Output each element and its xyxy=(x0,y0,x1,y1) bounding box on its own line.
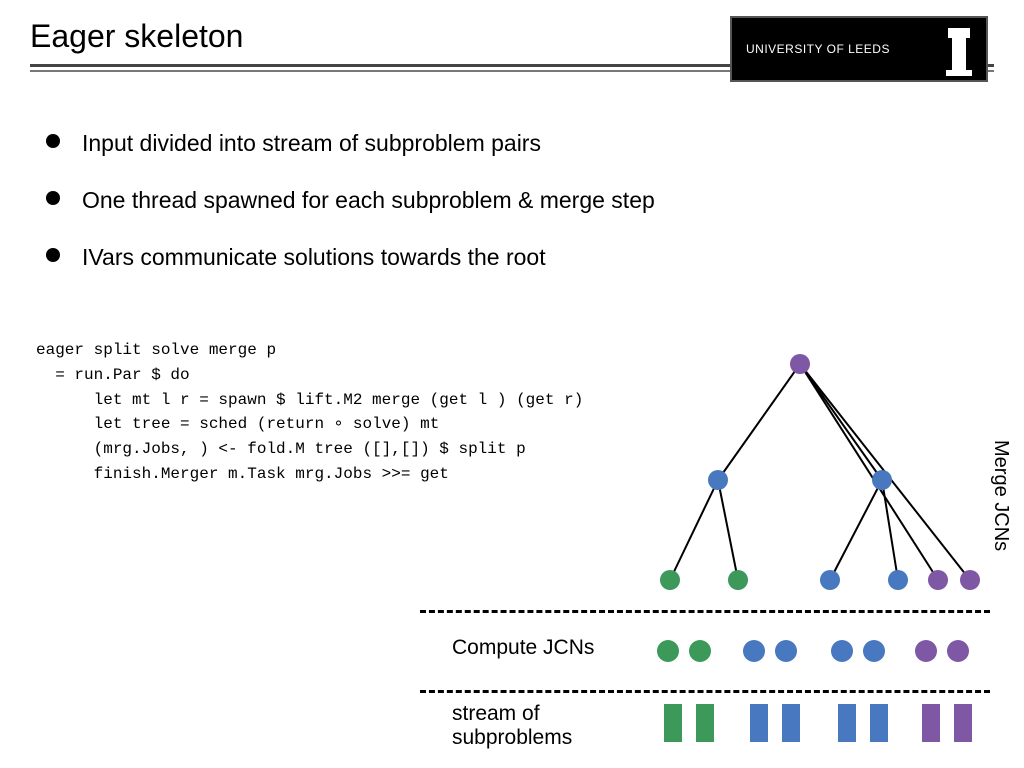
logo-text: UNIVERSITY OF LEEDS xyxy=(746,43,890,55)
code-line: (mrg.Jobs, ) <- fold.M tree ([],[]) $ sp… xyxy=(36,440,526,458)
bullet-item: IVars communicate solutions towards the … xyxy=(46,244,866,271)
subproblem-bar xyxy=(838,704,856,742)
compute-node xyxy=(831,640,853,662)
subproblem-bar xyxy=(750,704,768,742)
merge-jcns-label: Merge JCNs xyxy=(989,440,1012,551)
subproblem-bars xyxy=(634,704,994,748)
bullet-list: Input divided into stream of subproblem … xyxy=(46,130,866,301)
subproblem-bar xyxy=(696,704,714,742)
compute-node xyxy=(689,640,711,662)
code-line: let tree = sched (return ∘ solve) mt xyxy=(36,415,439,433)
bullet-text: IVars communicate solutions towards the … xyxy=(82,244,546,271)
bullet-item: Input divided into stream of subproblem … xyxy=(46,130,866,157)
compute-jcns-row xyxy=(634,636,994,666)
compute-node xyxy=(743,640,765,662)
code-line: eager split solve merge p xyxy=(36,341,276,359)
tower-icon xyxy=(942,24,976,76)
subproblem-bar xyxy=(922,704,940,742)
code-line: let mt l r = spawn $ lift.M2 merge (get … xyxy=(36,391,583,409)
subproblem-bar xyxy=(664,704,682,742)
stream-label: stream of subproblems xyxy=(452,702,572,750)
bullet-icon xyxy=(46,248,60,262)
compute-node xyxy=(657,640,679,662)
subproblem-bar xyxy=(782,704,800,742)
compute-node xyxy=(775,640,797,662)
subproblem-bar xyxy=(954,704,972,742)
tree-svg xyxy=(620,350,980,610)
merge-tree-diagram xyxy=(620,350,980,630)
compute-node xyxy=(863,640,885,662)
bullet-text: One thread spawned for each subproblem &… xyxy=(82,187,655,214)
bullet-item: One thread spawned for each subproblem &… xyxy=(46,187,866,214)
subproblem-bar xyxy=(870,704,888,742)
university-logo: UNIVERSITY OF LEEDS xyxy=(730,16,988,82)
stream-line2: subproblems xyxy=(452,726,572,749)
compute-node xyxy=(947,640,969,662)
logo-line1: UNIVERSITY OF LEEDS xyxy=(746,43,890,55)
compute-node xyxy=(915,640,937,662)
code-line: = run.Par $ do xyxy=(36,366,190,384)
divider-dashed xyxy=(420,610,990,613)
divider-dashed xyxy=(420,690,990,693)
bullet-icon xyxy=(46,191,60,205)
bullet-icon xyxy=(46,134,60,148)
code-block: eager split solve merge p = run.Par $ do… xyxy=(36,338,583,487)
slide: Eager skeleton UNIVERSITY OF LEEDS Input… xyxy=(0,0,1024,768)
compute-jcns-label: Compute JCNs xyxy=(452,636,594,660)
code-line: finish.Merger m.Task mrg.Jobs >>= get xyxy=(36,465,449,483)
stream-line1: stream of xyxy=(452,702,540,725)
bullet-text: Input divided into stream of subproblem … xyxy=(82,130,541,157)
